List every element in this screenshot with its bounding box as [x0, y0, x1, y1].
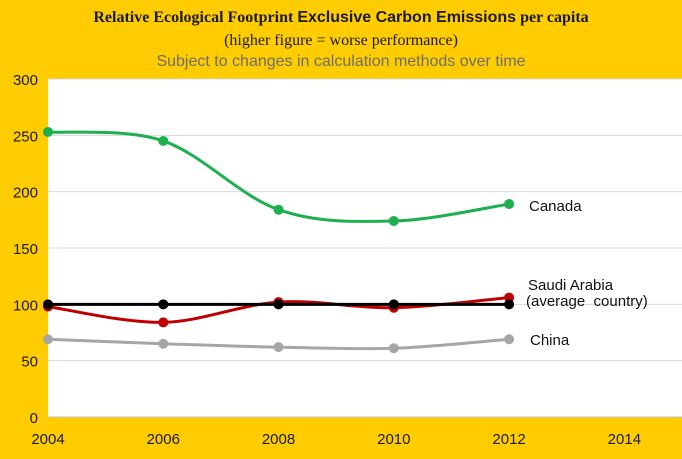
- series-label-canada: Canada: [529, 198, 582, 215]
- data-point-canada: [388, 215, 399, 226]
- data-point-average-country: [43, 299, 53, 310]
- data-point-china: [158, 338, 169, 349]
- x-tick-label: 2008: [262, 431, 295, 448]
- chart-title: Relative Ecological Footprint Exclusive …: [0, 9, 682, 27]
- y-tick-label: 150: [13, 241, 38, 258]
- data-point-china: [388, 343, 399, 354]
- chart-subtitle: (higher figure = worse performance): [224, 32, 458, 49]
- x-tick-label: 2012: [492, 431, 525, 448]
- series-label-average-country: (average country): [526, 293, 648, 310]
- y-tick-label: 250: [13, 128, 38, 145]
- y-tick-label: 50: [21, 354, 38, 371]
- title-part-3: per capita: [516, 9, 589, 26]
- series-label-saudi-arabia: Saudi Arabia: [528, 277, 614, 294]
- data-point-canada: [273, 204, 284, 215]
- data-point-average-country: [273, 299, 284, 310]
- title-part-2: Exclusive Carbon Emissions: [297, 9, 517, 26]
- data-point-china: [43, 334, 53, 345]
- x-tick-label: 2004: [31, 431, 64, 448]
- data-point-china: [273, 342, 284, 353]
- title-part-1: Relative Ecological Footprint: [93, 9, 298, 26]
- chart-note: Subject to changes in calculation method…: [156, 53, 526, 70]
- data-point-canada: [504, 199, 515, 210]
- x-tick-label: 2010: [377, 431, 410, 448]
- x-tick-label: 2014: [608, 431, 641, 448]
- series-label-china: China: [530, 332, 570, 349]
- data-point-average-country: [158, 299, 169, 310]
- data-point-saudi-arabia: [158, 317, 169, 328]
- x-tick-label: 2006: [147, 431, 180, 448]
- data-point-canada: [43, 126, 53, 137]
- y-tick-label: 0: [30, 410, 38, 427]
- data-point-average-country: [504, 299, 515, 310]
- y-tick-label: 100: [13, 297, 38, 314]
- data-point-average-country: [388, 299, 399, 310]
- data-point-china: [504, 334, 515, 345]
- y-tick-label: 300: [13, 72, 38, 89]
- y-tick-label: 200: [13, 185, 38, 202]
- data-point-canada: [158, 135, 169, 146]
